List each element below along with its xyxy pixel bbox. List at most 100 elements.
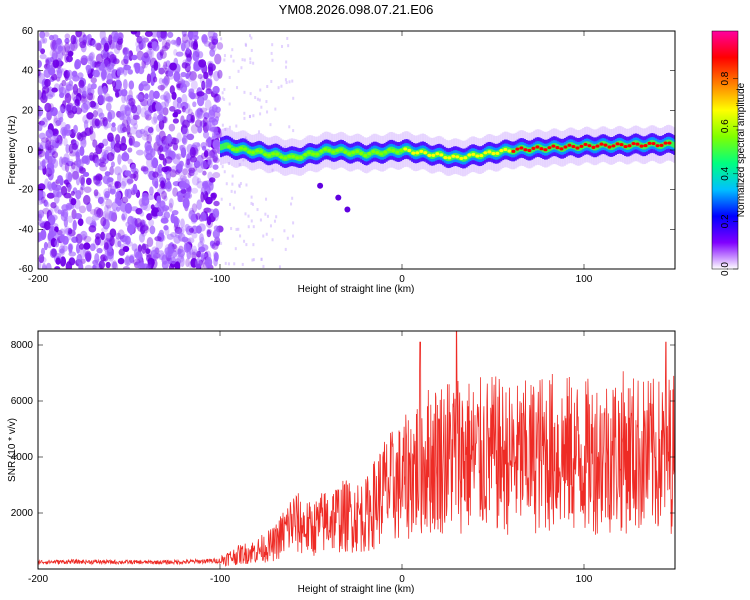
noise-blob xyxy=(65,46,72,53)
noise-blob xyxy=(155,101,162,112)
noise-blob xyxy=(140,166,149,172)
sparse-noise-point xyxy=(271,58,274,62)
sparse-noise-point xyxy=(254,96,257,100)
colorbar-strip xyxy=(711,30,739,270)
noise-blob xyxy=(40,196,46,204)
noise-blob xyxy=(78,205,87,214)
noise-blob xyxy=(86,92,94,101)
spectrogram-x-tick-label: -100 xyxy=(210,274,230,285)
noise-blob xyxy=(162,107,169,116)
sparse-noise-point xyxy=(262,234,265,238)
noise-blob xyxy=(93,189,99,197)
sparse-noise-point xyxy=(266,110,269,114)
sparse-noise-point xyxy=(277,86,280,90)
noise-blob xyxy=(117,229,125,240)
noise-blob xyxy=(188,70,197,81)
signal-peak-dot xyxy=(655,144,660,148)
noise-blob xyxy=(46,192,55,199)
signal-band-cell xyxy=(418,149,421,156)
noise-blob xyxy=(105,102,112,112)
noise-blob xyxy=(71,90,80,102)
noise-blob xyxy=(50,106,58,117)
noise-blob xyxy=(196,164,204,173)
snr-y-tick-label: 2000 xyxy=(11,508,34,519)
noise-blob xyxy=(144,31,153,38)
noise-blob xyxy=(92,259,99,266)
noise-blob xyxy=(189,146,196,158)
signal-peak-dot xyxy=(359,151,364,156)
signal-peak-dot xyxy=(555,146,560,150)
noise-blob xyxy=(120,89,128,97)
noise-blob xyxy=(64,92,72,104)
noise-blob xyxy=(196,141,201,152)
noise-blob xyxy=(120,58,129,66)
signal-peak-dot xyxy=(231,147,236,152)
noise-blob xyxy=(171,91,177,100)
signal-band-cell xyxy=(518,145,521,152)
noise-blob xyxy=(89,51,95,61)
noise-blob xyxy=(68,158,74,165)
noise-blob xyxy=(212,32,218,39)
noise-blob xyxy=(85,155,91,166)
noise-blob xyxy=(143,125,152,136)
signal-band-cell xyxy=(514,147,517,154)
signal-peak-dot xyxy=(439,153,444,157)
signal-peak-dot xyxy=(299,155,304,160)
noise-blob xyxy=(213,200,220,207)
signal-band-cell xyxy=(531,146,534,153)
noise-blob xyxy=(94,157,100,168)
noise-blob xyxy=(170,231,177,238)
sparse-noise-point xyxy=(241,262,244,266)
noise-blob xyxy=(76,149,81,158)
sparse-noise-point xyxy=(240,66,243,70)
signal-band-cell xyxy=(220,144,222,151)
noise-blob xyxy=(102,116,108,127)
noise-blob xyxy=(67,183,73,190)
signal-peak-dot xyxy=(435,152,440,156)
sparse-noise-point xyxy=(234,247,237,251)
noise-blob xyxy=(72,149,78,157)
sparse-noise-point xyxy=(223,170,226,174)
sparse-noise-point xyxy=(239,182,242,186)
sparse-noise-point xyxy=(220,37,223,41)
signal-peak-dot xyxy=(471,152,476,156)
sparse-noise-point xyxy=(278,265,281,269)
noise-blob xyxy=(157,211,164,217)
signal-peak-dot xyxy=(387,148,392,152)
noise-blob xyxy=(115,191,122,201)
sparse-noise-point xyxy=(241,58,244,62)
noise-blob xyxy=(109,166,114,176)
noise-blob xyxy=(74,98,80,107)
noise-blob xyxy=(185,258,190,268)
noise-blob xyxy=(184,62,191,73)
noise-blob xyxy=(127,132,132,138)
noise-blob xyxy=(171,137,180,145)
sparse-noise-point xyxy=(291,196,294,200)
snr-y-tick-label: 6000 xyxy=(11,396,34,407)
signal-peak-dot xyxy=(459,156,464,161)
noise-blob xyxy=(144,110,152,117)
noise-blob xyxy=(87,83,92,94)
signal-peak-dot xyxy=(235,148,240,152)
sparse-noise-point xyxy=(247,214,250,218)
noise-blob xyxy=(51,52,58,61)
noise-blob xyxy=(167,70,174,77)
noise-blob xyxy=(180,188,187,194)
noise-blob xyxy=(194,258,202,269)
noise-blob xyxy=(88,225,97,233)
noise-blob xyxy=(148,89,155,101)
noise-blob xyxy=(107,109,116,120)
noise-blob xyxy=(40,38,46,44)
sparse-noise-point xyxy=(252,114,255,118)
noise-blob xyxy=(158,229,164,237)
noise-blob xyxy=(189,92,196,100)
noise-blob xyxy=(190,114,195,123)
noise-blob xyxy=(62,100,67,109)
noise-blob xyxy=(146,134,153,144)
noise-blob xyxy=(120,180,126,189)
signal-peak-dot xyxy=(315,152,320,156)
signal-peak-dot xyxy=(375,150,380,155)
noise-blob xyxy=(44,150,50,160)
noise-blob xyxy=(203,71,209,80)
